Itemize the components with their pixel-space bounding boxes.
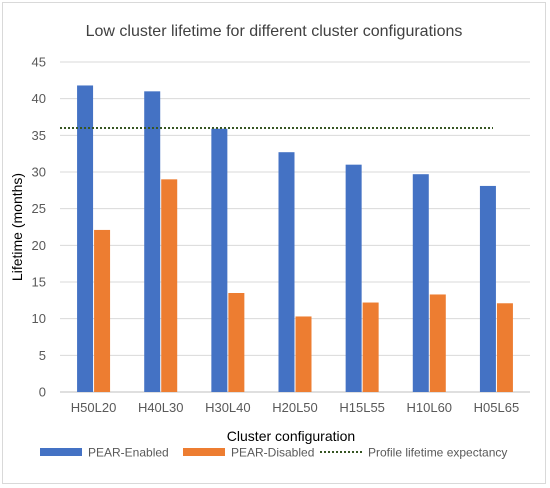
y-tick-label: 5 bbox=[39, 348, 46, 363]
legend-label-2: Profile lifetime expectancy bbox=[368, 446, 507, 460]
bar-pear-disabled-h20l50 bbox=[295, 316, 312, 392]
x-axis-ticks: H50L20 H40L30 H30L40 H20L50 H15L55 H10L60 H05L… bbox=[71, 400, 519, 415]
x-tick-label: H10L60 bbox=[407, 400, 453, 415]
y-tick-label: 35 bbox=[32, 128, 46, 143]
y-tick-label: 30 bbox=[32, 165, 46, 180]
bar-pear-disabled-h15l55 bbox=[362, 302, 379, 392]
x-tick-label: H05L65 bbox=[474, 400, 520, 415]
bar-pear-disabled-h50l20 bbox=[94, 229, 111, 392]
y-tick-label: 45 bbox=[32, 55, 46, 70]
x-axis-label: Cluster configuration bbox=[227, 428, 355, 444]
x-tick-label: H40L30 bbox=[138, 400, 184, 415]
bar-pear-enabled-h30l40 bbox=[211, 128, 228, 392]
bars bbox=[77, 85, 513, 392]
bar-pear-enabled-h20l50 bbox=[278, 152, 295, 392]
x-tick-label: H15L55 bbox=[339, 400, 385, 415]
y-axis-label: Lifetime (months) bbox=[9, 173, 25, 281]
gridlines bbox=[60, 61, 530, 393]
bar-pear-enabled-h40l30 bbox=[144, 91, 161, 392]
x-tick-label: H50L20 bbox=[71, 400, 117, 415]
legend: PEAR-Enabled PEAR-Disabled Profile lifetim… bbox=[40, 446, 507, 460]
chart-title: Low cluster lifetime for different clust… bbox=[86, 23, 463, 40]
bar-pear-enabled-h10l60 bbox=[412, 174, 429, 392]
bar-pear-disabled-h10l60 bbox=[429, 294, 446, 392]
bar-pear-enabled-h05l65 bbox=[479, 185, 496, 392]
y-tick-label: 25 bbox=[32, 201, 46, 216]
y-tick-label: 15 bbox=[32, 275, 46, 290]
x-tick-label: H20L50 bbox=[272, 400, 318, 415]
y-tick-label: 40 bbox=[32, 91, 46, 106]
y-tick-label: 20 bbox=[32, 238, 46, 253]
bar-pear-enabled-h50l20 bbox=[77, 85, 94, 392]
y-tick-label: 10 bbox=[32, 311, 46, 326]
bar-pear-disabled-h40l30 bbox=[161, 179, 178, 392]
bar-pear-disabled-h05l65 bbox=[496, 303, 513, 392]
x-tick-label: H30L40 bbox=[205, 400, 251, 415]
legend-label-1: PEAR-Disabled bbox=[231, 446, 314, 460]
y-tick-label: 0 bbox=[39, 385, 46, 400]
legend-swatch-1 bbox=[183, 448, 225, 456]
legend-swatch-0 bbox=[40, 448, 82, 456]
legend-label-0: PEAR-Enabled bbox=[88, 446, 169, 460]
bar-pear-enabled-h15l55 bbox=[345, 164, 362, 392]
y-axis-ticks: 0 5 10 15 20 25 30 35 40 45 bbox=[32, 55, 46, 400]
bar-pear-disabled-h30l40 bbox=[228, 293, 245, 392]
